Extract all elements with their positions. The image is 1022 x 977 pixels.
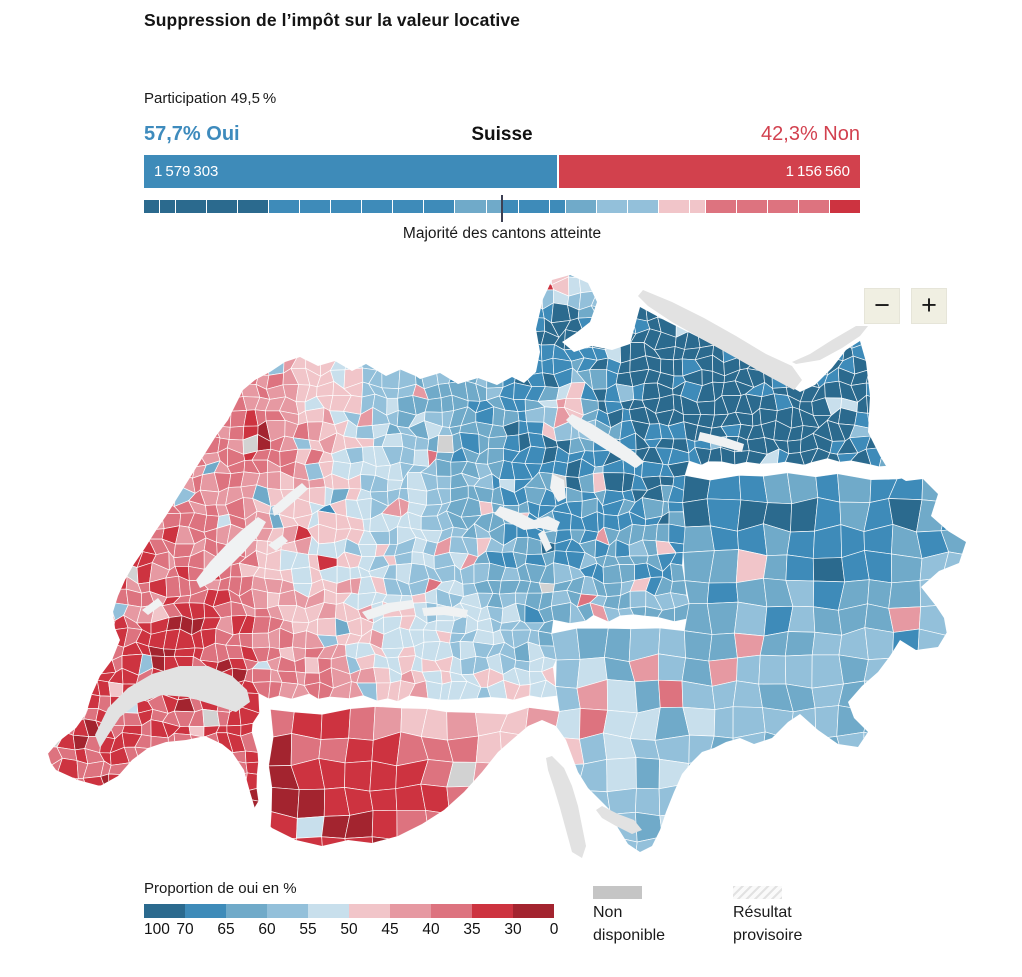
yes-votes: 1 579 303: [154, 163, 219, 180]
legend-tick: 65: [217, 921, 235, 938]
lake: [272, 483, 308, 516]
legend-swatch: [431, 904, 472, 918]
legend-swatch: [144, 904, 185, 918]
lake: [698, 432, 744, 452]
canton-segment: [393, 200, 424, 213]
canton-segment: [565, 200, 596, 213]
zoom-out-button[interactable]: −: [864, 288, 900, 324]
legend-tick: 55: [299, 921, 317, 938]
canton-segment: [424, 200, 455, 213]
legend-not-available-label: Non disponible: [593, 904, 666, 944]
canton-segment: [549, 200, 565, 213]
canton-segment: [176, 200, 207, 213]
legend-swatch: [226, 904, 267, 918]
legend-provisional-swatch: [733, 886, 782, 899]
canton-segment: [300, 200, 331, 213]
page-title: Suppression de l’impôt sur la valeur loc…: [144, 10, 520, 30]
participation-label: Participation 49,5 %: [144, 90, 277, 107]
no-share-label: 42,3% Non: [761, 123, 860, 145]
legend-tick: 45: [381, 921, 399, 938]
legend-ticks: 100 70 65 60 55 50 45 40 35 30 0: [144, 921, 558, 939]
no-votes: 1 156 560: [785, 163, 850, 180]
lake: [142, 598, 163, 615]
legend-tick: 70: [176, 921, 194, 938]
canton-segment: [798, 200, 829, 213]
canton-segment: [486, 200, 502, 213]
region-label: Suisse: [471, 124, 533, 145]
lake: [268, 535, 288, 551]
lake: [362, 600, 414, 620]
cantons-majority-marker: [501, 195, 503, 222]
legend-swatch: [472, 904, 513, 918]
canton-segment: [658, 200, 689, 213]
lake: [422, 606, 468, 618]
canton-segment: [689, 200, 705, 213]
canton-segment: [502, 200, 518, 213]
canton-segment: [207, 200, 238, 213]
lake: [596, 806, 642, 834]
legend-swatch: [308, 904, 349, 918]
legend-color-scale: [144, 904, 554, 918]
cantons-strip: [144, 200, 861, 213]
legend-swatch: [349, 904, 390, 918]
results-bar: 1 579 303 1 156 560: [144, 155, 860, 188]
legend-tick: 0: [549, 921, 559, 938]
legend-tick: 50: [340, 921, 358, 938]
lake: [792, 326, 868, 364]
lake: [538, 530, 552, 552]
legend-tick: 30: [504, 921, 522, 938]
canton-segment: [331, 200, 362, 213]
lake: [638, 290, 802, 390]
legend-swatch: [185, 904, 226, 918]
legend-tick: 100: [144, 921, 170, 938]
minus-icon: −: [874, 290, 890, 320]
legend-title: Proportion de oui en %: [144, 880, 297, 897]
legend-swatch: [513, 904, 554, 918]
canton-segment: [518, 200, 549, 213]
legend-swatch: [390, 904, 431, 918]
plus-icon: +: [921, 290, 937, 320]
cantons-majority-label: Majorité des cantons atteinte: [402, 225, 602, 242]
canton-segment: [596, 200, 627, 213]
canton-segment: [144, 200, 160, 213]
zoom-in-button[interactable]: +: [911, 288, 947, 324]
yes-bar: 1 579 303: [144, 155, 558, 188]
canton-segment: [705, 200, 736, 213]
legend-tick: 35: [463, 921, 481, 938]
lake: [550, 474, 566, 502]
canton-segment: [767, 200, 798, 213]
canton-segment: [829, 200, 861, 213]
legend-provisional-label: Résultat provisoire: [733, 904, 803, 944]
canton-segment: [455, 200, 486, 213]
canton-segment: [362, 200, 393, 213]
legend-tick: 40: [422, 921, 440, 938]
no-bar: 1 156 560: [559, 155, 860, 188]
lake: [95, 666, 250, 748]
lake: [546, 756, 586, 858]
canton-segment: [269, 200, 300, 213]
legend-tick: 60: [258, 921, 276, 938]
legend-swatch: [267, 904, 308, 918]
legend-not-available-swatch: [593, 886, 642, 899]
lake: [494, 506, 560, 532]
canton-segment: [736, 200, 767, 213]
lake: [566, 414, 644, 468]
yes-share-label: 57,7% Oui: [144, 123, 240, 145]
canton-segment: [160, 200, 176, 213]
lake: [196, 517, 266, 588]
canton-segment: [238, 200, 269, 213]
canton-segment: [627, 200, 658, 213]
